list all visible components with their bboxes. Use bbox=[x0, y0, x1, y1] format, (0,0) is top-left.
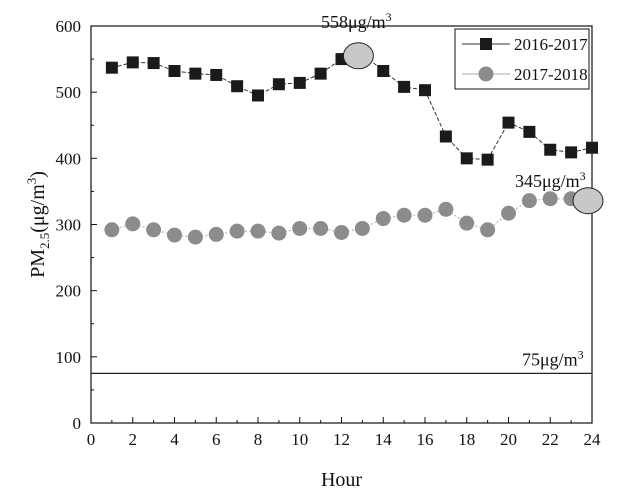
x-tick-label: 8 bbox=[254, 430, 263, 449]
series-group bbox=[104, 47, 600, 245]
data-point-circle bbox=[208, 226, 224, 242]
data-point-circle bbox=[146, 222, 162, 238]
data-point-circle bbox=[396, 207, 412, 223]
x-tick-label: 24 bbox=[584, 430, 602, 449]
data-point-square bbox=[293, 76, 306, 89]
data-point-square bbox=[272, 78, 285, 91]
y-tick-label: 500 bbox=[56, 83, 82, 102]
data-point-circle bbox=[375, 211, 391, 227]
data-point-square bbox=[189, 67, 202, 80]
x-tick-label: 14 bbox=[375, 430, 393, 449]
x-axis-title: Hour bbox=[321, 469, 362, 490]
data-point-circle bbox=[229, 223, 245, 239]
legend-marker-square bbox=[480, 38, 492, 50]
data-point-circle bbox=[125, 216, 141, 232]
reference-line-label: 75μg/m3 bbox=[522, 347, 584, 369]
legend-marker-circle bbox=[478, 66, 494, 82]
legend-item: 2017-2018 bbox=[462, 65, 588, 84]
data-point-square bbox=[314, 67, 327, 80]
data-point-circle bbox=[438, 201, 454, 217]
legend-label: 2017-2018 bbox=[514, 65, 588, 84]
series-2017-2018 bbox=[104, 191, 600, 245]
x-tick-label: 4 bbox=[170, 430, 179, 449]
legend-box bbox=[454, 28, 590, 90]
data-point-circle bbox=[313, 220, 329, 236]
data-point-square bbox=[252, 89, 264, 102]
data-point-square bbox=[502, 116, 515, 129]
data-point-circle bbox=[104, 222, 120, 238]
data-point-square bbox=[105, 61, 118, 74]
data-point-circle bbox=[334, 224, 349, 240]
data-point-square bbox=[460, 152, 473, 165]
data-point-square bbox=[335, 53, 348, 66]
data-point-square bbox=[398, 80, 411, 93]
data-point-square bbox=[210, 68, 223, 81]
data-point-circle bbox=[187, 229, 203, 245]
data-point-circle bbox=[459, 215, 475, 231]
highlight-ellipse-peak bbox=[342, 42, 374, 70]
data-point-circle bbox=[521, 193, 537, 209]
data-point-circle bbox=[480, 222, 496, 238]
data-point-square bbox=[523, 125, 536, 138]
data-point-circle bbox=[501, 205, 516, 221]
axis-titles: Hour PM2.5(μg/m3) bbox=[24, 171, 362, 490]
x-tick-label: 10 bbox=[291, 430, 308, 449]
y-tick-label: 400 bbox=[56, 149, 82, 168]
x-tick-label: 2 bbox=[129, 430, 138, 449]
data-point-circle bbox=[417, 207, 433, 223]
legend-label: 2016-2017 bbox=[514, 35, 588, 54]
data-point-square bbox=[231, 80, 244, 93]
legend: 2016-2017 2017-2018 bbox=[454, 28, 590, 90]
data-point-square bbox=[565, 146, 578, 159]
y-tick-label: 100 bbox=[56, 348, 82, 367]
x-tick-label: 0 bbox=[87, 430, 96, 449]
data-point-square bbox=[439, 130, 452, 143]
highlight-ellipse-end bbox=[572, 187, 604, 215]
y-tick-label: 200 bbox=[56, 282, 82, 301]
x-tick-label: 18 bbox=[458, 430, 475, 449]
data-point-square bbox=[586, 141, 598, 154]
data-point-square bbox=[419, 84, 431, 97]
series-2016-2017 bbox=[105, 47, 598, 166]
data-point-square bbox=[481, 153, 494, 166]
annotation-group: 558μg/m3 345μg/m3 bbox=[321, 10, 604, 215]
y-tick-label: 300 bbox=[56, 216, 82, 235]
data-point-circle bbox=[354, 220, 370, 236]
y-tick-label: 0 bbox=[73, 414, 82, 433]
x-tick-label: 12 bbox=[333, 430, 350, 449]
data-point-circle bbox=[542, 191, 558, 207]
data-point-square bbox=[147, 57, 160, 70]
annotation-peak-label: 558μg/m3 bbox=[321, 10, 392, 32]
data-point-circle bbox=[292, 220, 308, 236]
data-point-square bbox=[377, 64, 390, 77]
x-tick-label: 6 bbox=[212, 430, 221, 449]
legend-item: 2016-2017 bbox=[462, 35, 588, 54]
data-point-square bbox=[126, 56, 139, 69]
data-point-circle bbox=[271, 225, 287, 241]
y-tick-label: 600 bbox=[56, 17, 82, 36]
data-point-circle bbox=[167, 227, 182, 243]
x-tick-label: 20 bbox=[500, 430, 517, 449]
annotation-end-label: 345μg/m3 bbox=[515, 169, 586, 191]
reference-line-group: 75μg/m3 bbox=[91, 347, 592, 374]
data-point-square bbox=[168, 64, 181, 77]
data-point-circle bbox=[250, 223, 266, 239]
series-line bbox=[111, 198, 592, 238]
y-axis-title: PM2.5(μg/m3) bbox=[24, 171, 52, 278]
x-tick-label: 16 bbox=[417, 430, 434, 449]
x-tick-label: 22 bbox=[542, 430, 559, 449]
data-point-square bbox=[544, 143, 557, 156]
